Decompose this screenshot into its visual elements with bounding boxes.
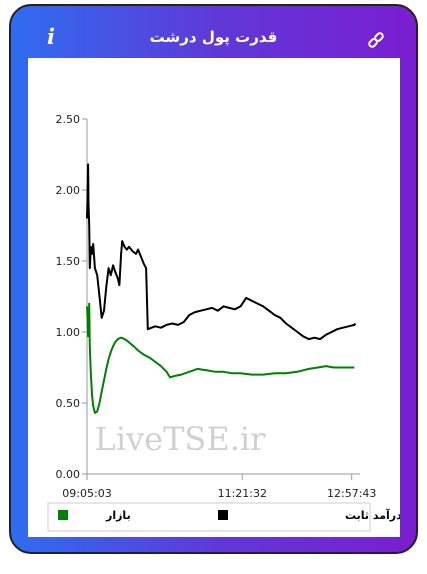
y-tick-label: 2.00 bbox=[56, 184, 81, 197]
watermark: LiveTSE.ir bbox=[95, 420, 267, 458]
info-icon[interactable]: i bbox=[47, 24, 55, 49]
y-tick-label: 0.00 bbox=[56, 468, 81, 481]
y-tick-label: 1.00 bbox=[56, 326, 81, 339]
x-tick-label: 11:21:32 bbox=[218, 487, 267, 500]
y-tick-label: 1.50 bbox=[56, 255, 81, 268]
line-chart: LiveTSE.ir 0.00 0.50 1.00 1.50 2.00 2.50 09:05… bbox=[47, 113, 417, 532]
x-tick-label: 12:57:43 bbox=[327, 487, 376, 500]
legend-label-fixed-income: صندوق های درآمد ثابت bbox=[345, 508, 400, 522]
legend-swatch-fixed-income bbox=[218, 510, 228, 520]
y-tick-label: 0.50 bbox=[56, 397, 81, 410]
series-layer bbox=[86, 163, 357, 414]
legend-swatch-market bbox=[58, 510, 68, 520]
axes: 0.00 0.50 1.00 1.50 2.00 2.50 09:05:03 11:21:32… bbox=[56, 113, 417, 500]
legend-box bbox=[47, 502, 371, 532]
series-line-0 bbox=[86, 163, 357, 341]
link-icon[interactable] bbox=[366, 30, 386, 50]
chart-panel: LiveTSE.ir 0.00 0.50 1.00 1.50 2.00 2.50 09:05… bbox=[28, 58, 417, 537]
y-tick-label: 2.50 bbox=[56, 113, 81, 126]
legend: صندوق های درآمد ثابت بازار bbox=[47, 502, 416, 532]
legend-label-market: بازار bbox=[105, 509, 131, 522]
chart-title: قدرت پول درشت bbox=[149, 28, 278, 46]
chart-card: قدرت پول درشت i LiveTSE.ir 0.00 0.50 1.00 1… bbox=[9, 4, 418, 554]
series-line-1 bbox=[86, 302, 355, 414]
x-tick-label: 09:05:03 bbox=[62, 487, 111, 500]
